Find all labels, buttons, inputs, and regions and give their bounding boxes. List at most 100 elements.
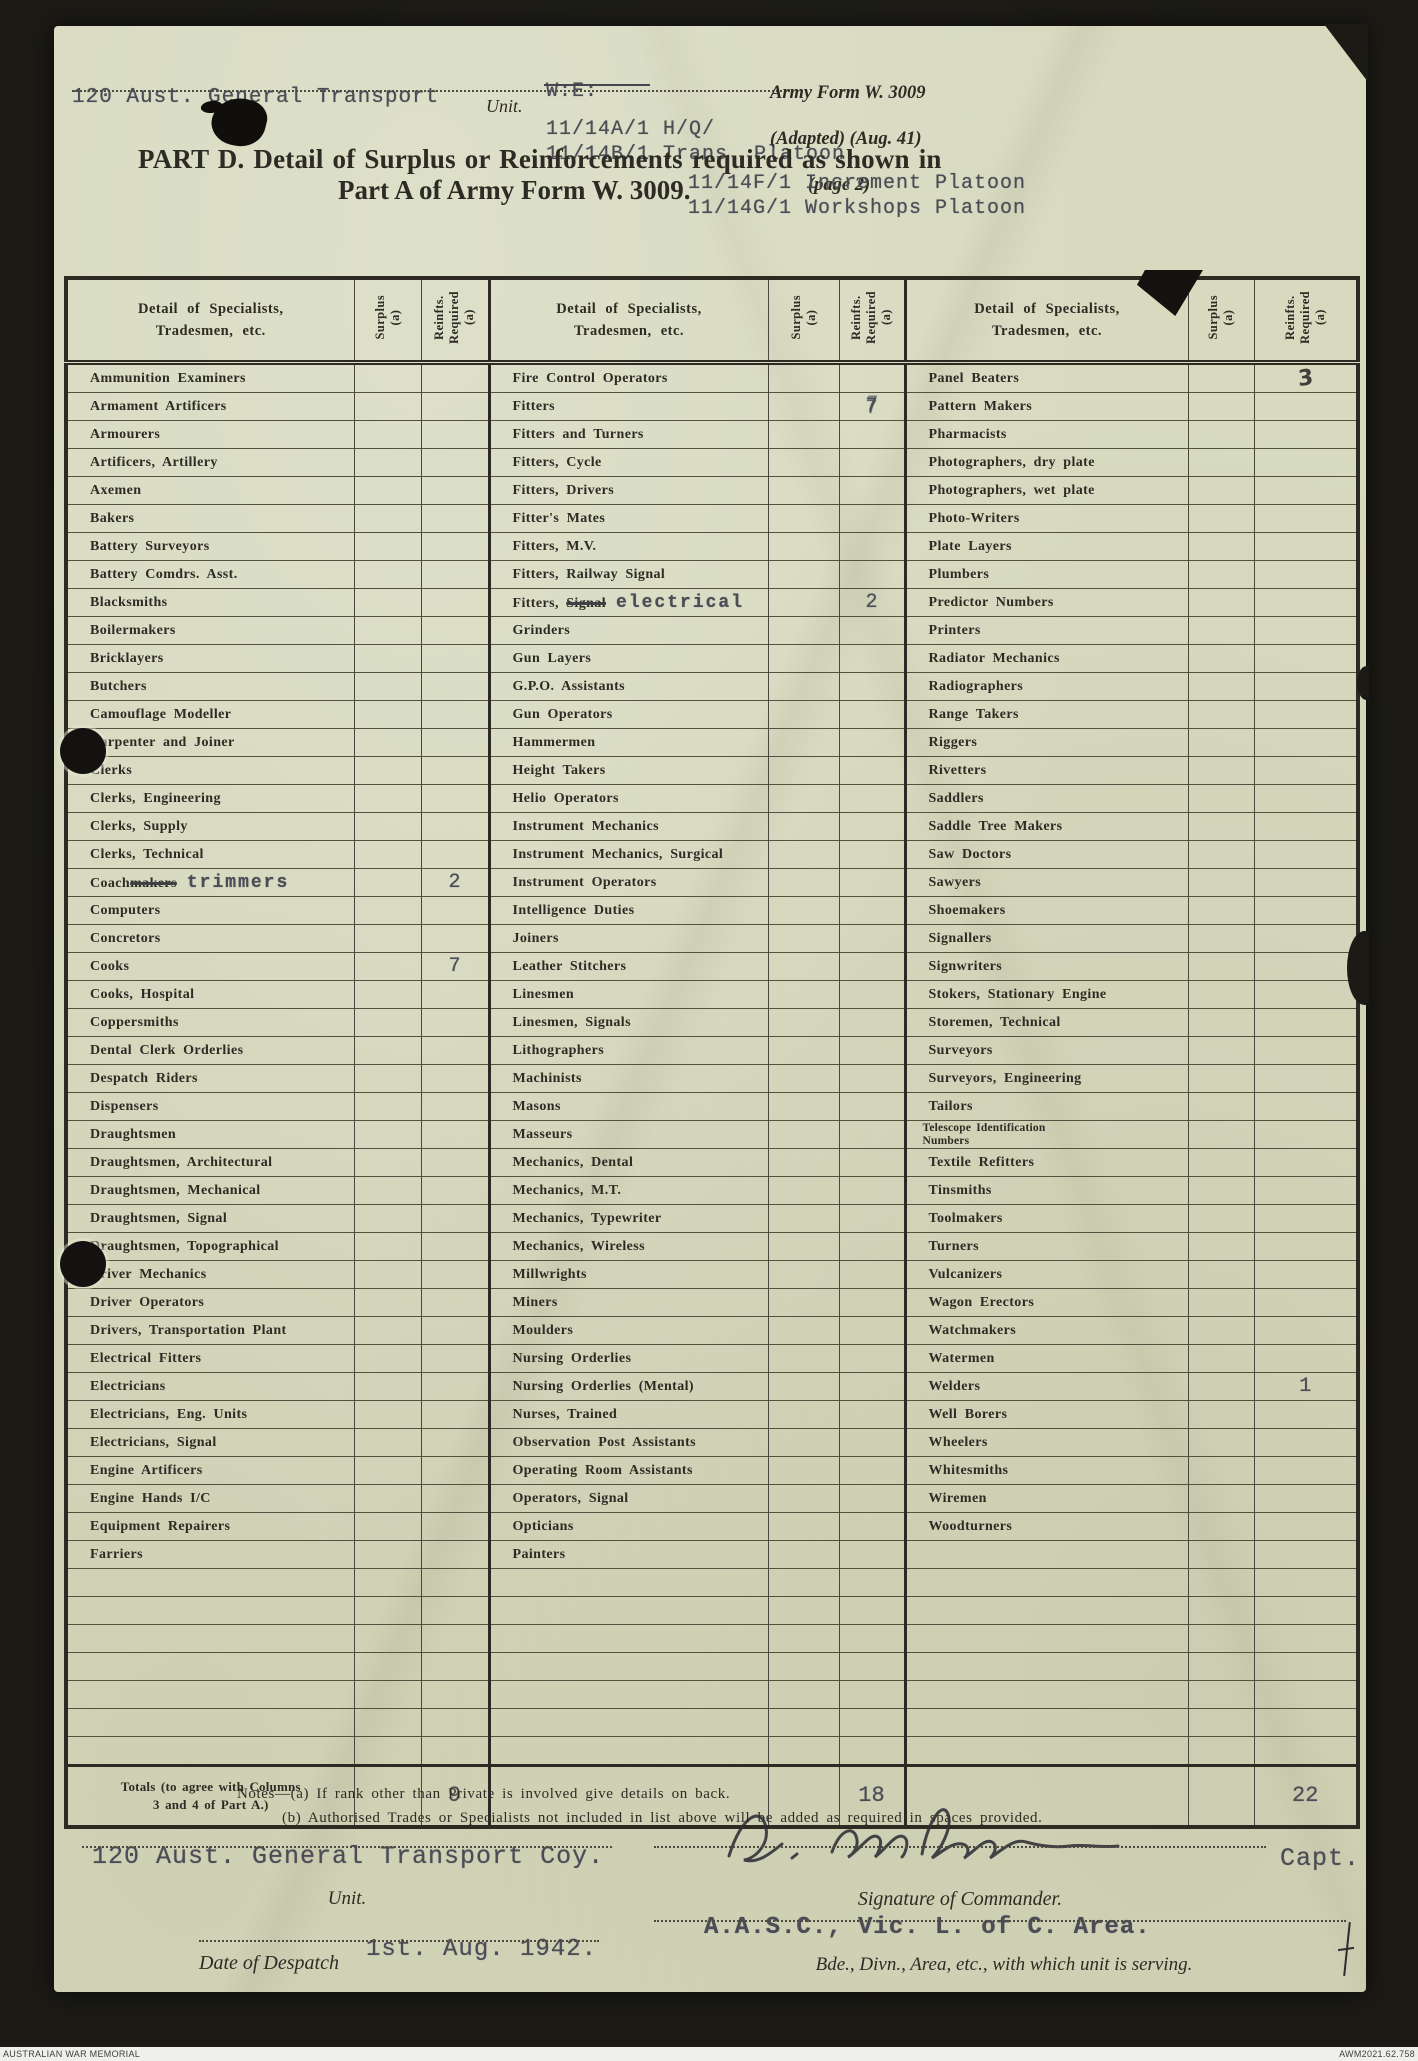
reinforcements-cell [1253,1512,1358,1541]
reinforcements-cell [838,504,905,533]
roster-table-wrap: Detail of Specialists, Tradesmen, etc. S… [64,276,1360,1829]
specialist-name-cell: Draughtsmen, Signal [66,1204,354,1233]
reinforcements-cell [1253,1036,1358,1065]
archive-name: AUSTRALIAN WAR MEMORIAL [3,2049,141,2059]
reinforcements-cell [1253,756,1358,785]
reinforcements-cell [838,1624,905,1653]
specialist-name-cell: Dental Clerk Orderlies [66,1036,354,1065]
specialist-name-cell: Predictor Numbers [903,588,1188,617]
surplus-cell [1187,504,1254,533]
archive-caption-bar: AUSTRALIAN WAR MEMORIAL AWM2021.62.758 [0,2047,1418,2061]
reinforcements-cell [1253,616,1358,645]
specialist-name-cell: Grinders [487,616,768,645]
formation-label: Bde., Divn., Area, etc., with which unit… [815,1954,1193,1975]
specialist-name-cell: Coppersmiths [66,1008,354,1037]
reinforcements-cell [1253,1736,1358,1766]
reinforcements-cell [1253,1204,1358,1233]
table-row [66,1568,1358,1597]
surplus-cell [353,980,421,1009]
typed-total-value: 18 [858,1783,885,1808]
specialist-name-cell: Moulders [487,1316,768,1345]
typed-value: 2 [865,590,878,614]
specialist-name-cell: Concretors [66,924,354,953]
surplus-cell [353,1204,421,1233]
reinforcements-cell [1253,868,1358,897]
typed-value: 2 [448,870,461,894]
specialist-name-cell: Watermen [903,1344,1188,1373]
specialist-name-cell: Pattern Makers [903,392,1188,421]
totals-surplus-cell [353,1764,421,1827]
surplus-cell [1187,1596,1254,1625]
handwritten-value: 3 [1296,364,1314,392]
struck-word: makers [130,875,177,891]
reinforcements-cell: 7 [838,392,905,421]
specialist-name-cell: Range Takers [903,700,1188,729]
specialist-name-cell: Vulcanizers [903,1260,1188,1289]
specialist-name-cell: Linesmen, Signals [487,1008,768,1037]
table-row [66,1624,1358,1653]
table-row: Despatch Riders Machinists Surveyors, Engi… [66,1064,1358,1093]
reinforcements-cell [420,392,489,421]
specialist-name-cell [66,1736,354,1766]
reinforcements-cell [838,1148,905,1177]
specialist-name-cell: Radiator Mechanics [903,644,1188,673]
reinforcements-cell [1253,1064,1358,1093]
typed-value: 7 [448,954,461,978]
surplus-cell [1187,1680,1254,1709]
reinfts-column-header: Reinfts. Required (a) [420,278,489,365]
reinforcements-cell [420,1372,489,1401]
part-d-title-line1: PART D. Detail of Surplus or Reinforceme… [138,144,942,174]
table-row: Draughtsmen Masseurs Telescope Identificat… [66,1120,1358,1149]
reinforcements-cell [838,812,905,841]
reinforcements-cell [420,644,489,673]
surplus-cell [1187,1736,1254,1766]
specialist-name-cell: Blacksmiths [66,588,354,617]
specialist-name-cell [66,1708,354,1737]
surplus-cell [1187,1372,1254,1401]
punch-hole [60,1241,106,1287]
reinforcements-cell [838,1456,905,1485]
totals-surplus-cell [1187,1764,1254,1827]
table-row: Driver Mechanics Millwrights Vulcanizers [66,1260,1358,1289]
surplus-cell [767,362,839,393]
surplus-cell [1187,362,1254,393]
reinforcements-cell [420,1512,489,1541]
surplus-cell [1187,1484,1254,1513]
surplus-cell [767,1260,839,1289]
specialist-name-cell: Operating Room Assistants [487,1456,768,1485]
table-row: Computers Intelligence Duties Shoemakers [66,896,1358,925]
reinforcements-cell [420,532,489,561]
form-ref-line2: (Adapted) (Aug. 41) [770,129,922,149]
reinforcements-cell [1253,672,1358,701]
specialist-name-cell: Photo-Writers [903,504,1188,533]
specialist-name-cell [66,1680,354,1709]
totals-reinforcements-cell: 18 [838,1764,905,1827]
we-line-2: 11/14A/1 H/Q/ [546,118,716,141]
reinforcements-cell [1253,1260,1358,1289]
surplus-cell [1187,616,1254,645]
specialist-name-cell: Miners [487,1288,768,1317]
specialist-name-cell: Mechanics, M.T. [487,1176,768,1205]
reinforcements-cell [1253,1120,1358,1149]
surplus-cell [1187,896,1254,925]
signature-of-commander-label: Signature of Commander. [857,1888,1063,1910]
specialist-name-cell: Nursing Orderlies (Mental) [487,1372,768,1401]
specialist-name-cell: Wheelers [903,1428,1188,1457]
specialist-name-cell: Clerks, Technical [66,840,354,869]
totals-label-cell: Totals (to agree with Columns 3 and 4 of… [66,1764,354,1827]
surplus-cell [353,1260,421,1289]
surplus-cell [353,1736,421,1766]
specialist-name-cell: Boilermakers [66,616,354,645]
specialist-name-cell: Computers [66,896,354,925]
reinforcements-cell [420,420,489,449]
specialist-name-cell: Butchers [66,672,354,701]
reinforcements-cell [420,504,489,533]
specialist-name-cell: Battery Surveyors [66,532,354,561]
reinforcements-cell [420,1036,489,1065]
rank-typed: Capt. [1280,1844,1361,1873]
surplus-cell [767,1092,839,1121]
surplus-cell [1187,1540,1254,1569]
form-ref-line3: (page 2) [808,175,871,195]
surplus-cell [767,588,839,617]
corner-tear [1324,24,1368,82]
